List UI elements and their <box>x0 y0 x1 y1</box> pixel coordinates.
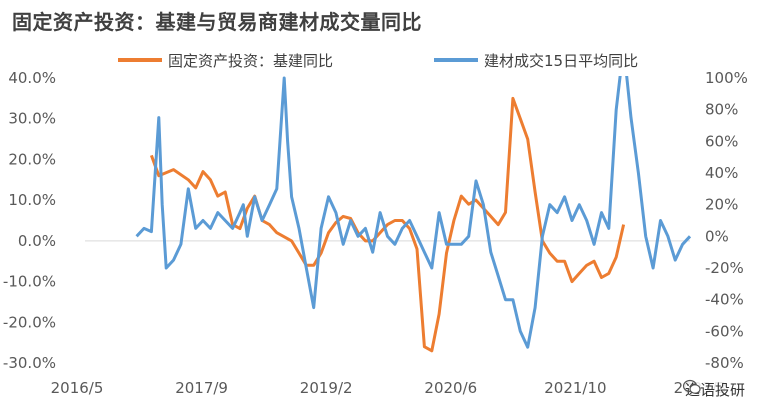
chart-title: 固定资产投资：基建与贸易商建材成交量同比 <box>12 10 422 34</box>
y-left-tick-label: 0.0% <box>18 232 56 250</box>
y-right-tick-label: -20% <box>705 259 744 277</box>
y-right-tick-label: 100% <box>705 69 748 87</box>
y-right-tick-label: -40% <box>705 291 744 309</box>
y-right-tick-label: 60% <box>705 132 738 150</box>
x-tick-label: 2017/9 <box>175 379 228 397</box>
series-line-infra <box>149 96 626 353</box>
y-left-tick-label: 10.0% <box>8 191 56 209</box>
y-right-tick-label: 20% <box>705 196 738 214</box>
y-left-tick-label: 30.0% <box>8 110 56 128</box>
legend-label: 建材成交15日平均同比 <box>484 52 638 70</box>
x-tick-label: 2021/10 <box>544 379 606 397</box>
y-left-tick-label: 40.0% <box>8 69 56 87</box>
y-left-tick-label: -30.0% <box>3 354 56 372</box>
y-right-tick-label: 0% <box>705 227 729 245</box>
x-tick-label: 2016/5 <box>51 379 104 397</box>
y-left-tick-label: 20.0% <box>8 150 56 168</box>
y-right-tick-label: -60% <box>705 322 744 340</box>
y-left-tick-label: -20.0% <box>3 313 56 331</box>
legend-label: 固定资产投资：基建同比 <box>168 52 333 70</box>
y-right-tick-label: -80% <box>705 354 744 372</box>
y-left-tick-label: -10.0% <box>3 273 56 291</box>
watermark: 逸语投研 <box>682 379 747 400</box>
y-right-tick-label: 40% <box>705 164 738 182</box>
x-tick-label: 2019/2 <box>300 379 353 397</box>
watermark-text: 逸语投研 <box>684 381 745 399</box>
y-right-tick-label: 80% <box>705 101 738 119</box>
wechat-icon <box>682 379 701 394</box>
series-line-steel <box>135 76 692 349</box>
x-tick-label: 2020/6 <box>424 379 477 397</box>
